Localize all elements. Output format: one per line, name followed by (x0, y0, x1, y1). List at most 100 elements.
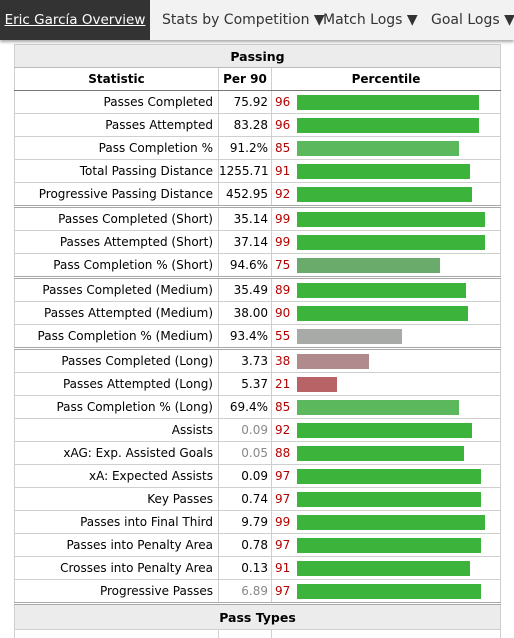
section-title: Passing (15, 45, 501, 68)
stat-name: Passes Attempted (15, 114, 219, 137)
table-row: Pass Completion % (Short)94.6%75 (15, 254, 501, 278)
footer-section-title: Pass Types (15, 604, 501, 630)
percentile-bar (297, 212, 485, 227)
percentile-value: 96 (275, 95, 297, 109)
percentile-value: 99 (275, 235, 297, 249)
per90-value: 37.14 (219, 231, 272, 254)
per90-value: 452.95 (219, 183, 272, 207)
percentile-value: 92 (275, 423, 297, 437)
percentile-bar-track (297, 306, 489, 321)
percentile-value: 90 (275, 306, 297, 320)
per90-value: 0.13 (219, 557, 272, 580)
percentile-bar (297, 515, 485, 530)
percentile-cell: 89 (272, 278, 501, 302)
percentile-cell: 99 (272, 207, 501, 231)
table-row: Pass Completion %91.2%85 (15, 137, 501, 160)
percentile-value: 88 (275, 446, 297, 460)
percentile-value: 99 (275, 212, 297, 226)
percentile-bar-track (297, 95, 489, 110)
stat-name: Pass Completion % (Medium) (15, 325, 219, 349)
stat-name: Progressive Passing Distance (15, 183, 219, 207)
per90-value: 35.14 (219, 207, 272, 231)
nav-match-logs[interactable]: Match Logs ▼ (323, 0, 418, 40)
stat-name: Passes Completed (Long) (15, 349, 219, 373)
stat-name: Passes Attempted (Long) (15, 373, 219, 396)
trail-cell (219, 630, 272, 638)
percentile-value: 38 (275, 354, 297, 368)
stat-name: xAG: Exp. Assisted Goals (15, 442, 219, 465)
percentile-bar (297, 423, 472, 438)
percentile-value: 99 (275, 515, 297, 529)
per90-value: 0.78 (219, 534, 272, 557)
percentile-value: 97 (275, 584, 297, 598)
percentile-bar-track (297, 212, 489, 227)
percentile-cell: 91 (272, 160, 501, 183)
percentile-cell: 92 (272, 183, 501, 207)
percentile-cell: 99 (272, 511, 501, 534)
percentile-cell: 97 (272, 580, 501, 604)
percentile-bar (297, 377, 337, 392)
percentile-value: 85 (275, 141, 297, 155)
percentile-bar-track (297, 400, 489, 415)
nav-goal-logs[interactable]: Goal Logs ▼ (431, 0, 514, 40)
percentile-cell: 96 (272, 114, 501, 137)
percentile-bar-track (297, 354, 489, 369)
per90-value: 35.49 (219, 278, 272, 302)
percentile-bar (297, 235, 485, 250)
per90-value: 0.74 (219, 488, 272, 511)
column-header-per90[interactable]: Per 90 (219, 68, 272, 91)
percentile-bar-track (297, 446, 489, 461)
stat-name: Assists (15, 419, 219, 442)
percentile-bar-track (297, 469, 489, 484)
percentile-bar (297, 538, 481, 553)
percentile-cell: 97 (272, 488, 501, 511)
percentile-cell: 85 (272, 137, 501, 160)
column-header-statistic[interactable]: Statistic (15, 68, 219, 91)
percentile-cell: 75 (272, 254, 501, 278)
percentile-cell: 55 (272, 325, 501, 349)
percentile-bar-track (297, 492, 489, 507)
per90-value: 94.6% (219, 254, 272, 278)
percentile-bar (297, 95, 479, 110)
per90-value: 9.79 (219, 511, 272, 534)
percentile-bar (297, 164, 470, 179)
trail-cell (272, 630, 501, 638)
percentile-cell: 88 (272, 442, 501, 465)
stat-name: Passes Completed (Medium) (15, 278, 219, 302)
percentile-bar-track (297, 258, 489, 273)
per90-value: 0.09 (219, 419, 272, 442)
percentile-cell: 99 (272, 231, 501, 254)
top-nav: Eric García Overview Stats by Competitio… (0, 0, 514, 40)
percentile-cell: 21 (272, 373, 501, 396)
stat-name: Passes into Penalty Area (15, 534, 219, 557)
column-header-percentile[interactable]: Percentile (272, 68, 501, 91)
percentile-bar-track (297, 164, 489, 179)
nav-overview-tab[interactable]: Eric García Overview (0, 0, 150, 40)
percentile-bar (297, 492, 481, 507)
percentile-bar (297, 187, 472, 202)
percentile-value: 21 (275, 377, 297, 391)
percentile-bar-track (297, 584, 489, 599)
per90-value: 38.00 (219, 302, 272, 325)
percentile-cell: 91 (272, 557, 501, 580)
nav-stats-by-competition[interactable]: Stats by Competition ▼ (162, 0, 325, 40)
per90-value: 5.37 (219, 373, 272, 396)
per90-value: 83.28 (219, 114, 272, 137)
percentile-bar-track (297, 561, 489, 576)
percentile-bar (297, 329, 402, 344)
percentile-cell: 97 (272, 465, 501, 488)
percentile-bar (297, 283, 466, 298)
